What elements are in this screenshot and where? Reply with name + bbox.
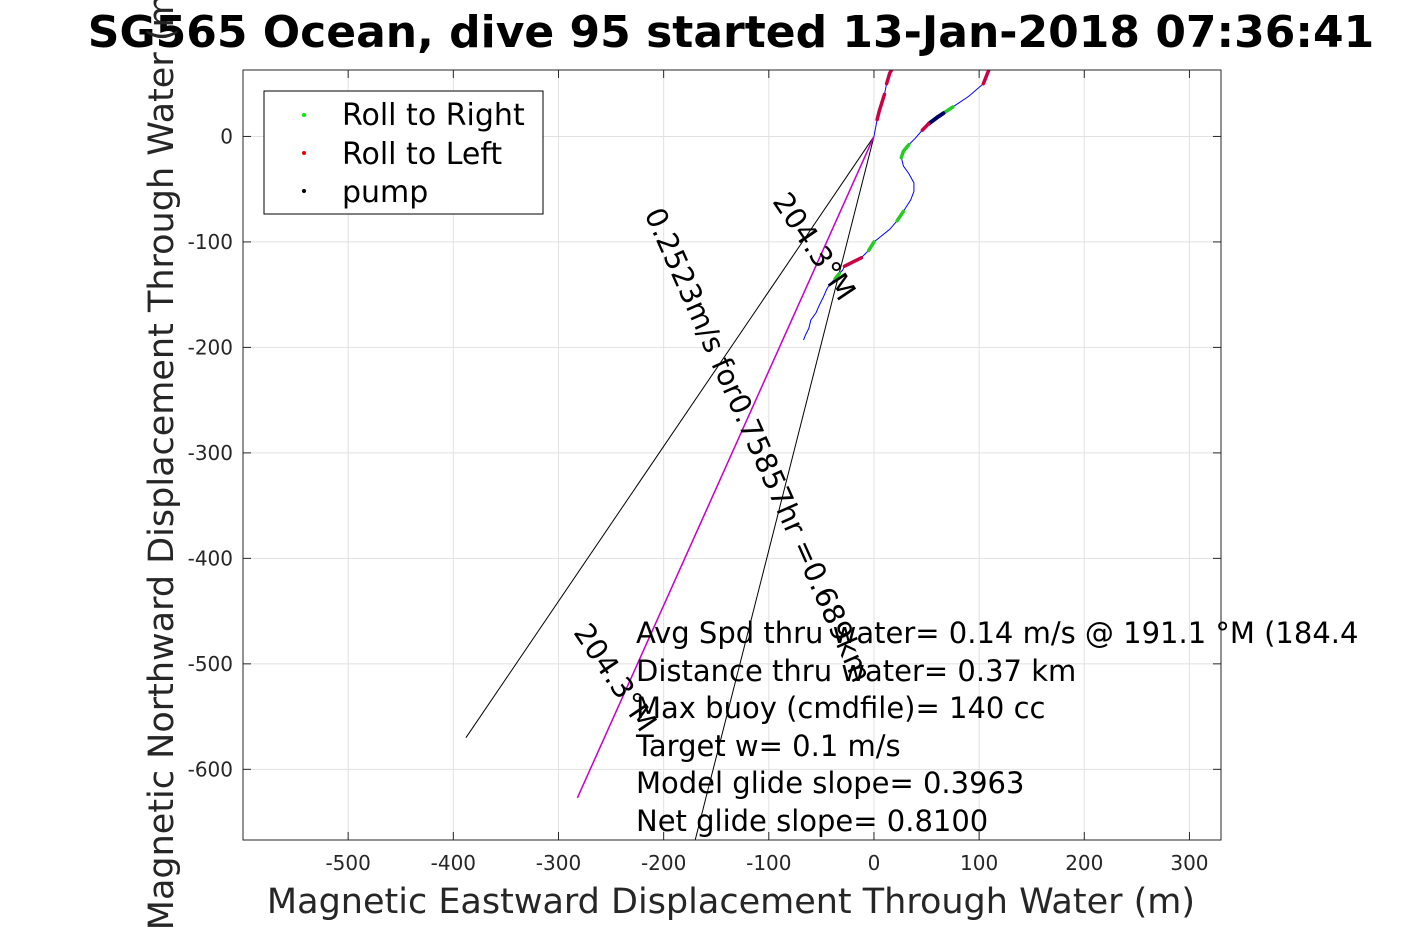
x-tick-label: -300 xyxy=(536,851,581,875)
y-tick-label: -500 xyxy=(188,652,233,676)
legend: Roll to Right Roll to Left pump xyxy=(263,90,544,215)
roll-left-segment xyxy=(875,92,887,122)
pump-segment xyxy=(926,111,946,126)
annotation-max-buoy: Max buoy (cmdfile)= 140 cc xyxy=(636,691,1045,725)
y-axis-label: Magnetic Northward Displacement Through … xyxy=(142,0,182,930)
x-tick-label: 300 xyxy=(1170,851,1208,875)
roll-left-segment xyxy=(920,122,931,132)
x-tick-label: 100 xyxy=(960,851,998,875)
roll-right-segment xyxy=(895,209,906,223)
chart-title: SG565 Ocean, dive 95 started 13-Jan-2018… xyxy=(88,7,1374,58)
roll-right-segment xyxy=(866,240,876,253)
annotation-target-w: Target w= 0.1 m/s xyxy=(635,729,901,763)
legend-marker-roll-left xyxy=(302,151,306,155)
roll-segments xyxy=(833,70,991,281)
y-tick-label: -200 xyxy=(188,335,233,359)
y-tick-label: -100 xyxy=(188,230,233,254)
legend-label-pump: pump xyxy=(342,175,428,210)
roll-left-segment xyxy=(842,256,864,268)
legend-label-roll-right: Roll to Right xyxy=(342,98,525,133)
y-tick-label: -400 xyxy=(188,546,233,570)
legend-label-roll-left: Roll to Left xyxy=(342,137,502,172)
annotation-block: Avg Spd thru water= 0.14 m/s @ 191.1 °M … xyxy=(635,616,1358,838)
annotation-model-glide: Model glide slope= 0.3963 xyxy=(636,766,1024,800)
x-tick-label: -400 xyxy=(431,851,476,875)
y-tick-label: 0 xyxy=(220,124,233,148)
plot-border xyxy=(242,69,1222,841)
annotation-distance: Distance thru water= 0.37 km xyxy=(636,654,1076,688)
legend-box xyxy=(263,90,544,215)
roll-left-segment xyxy=(981,70,991,86)
legend-marker-roll-right xyxy=(302,113,306,117)
current-lines xyxy=(465,136,875,840)
roll-right-segment xyxy=(899,143,911,160)
y-tick-label: -300 xyxy=(188,441,233,465)
drift-line xyxy=(576,136,875,799)
x-tick-label: 0 xyxy=(868,851,881,875)
annotation-avg-speed: Avg Spd thru water= 0.14 m/s @ 191.1 °M … xyxy=(636,616,1358,650)
x-tick-label: -100 xyxy=(746,851,791,875)
grid-lines xyxy=(243,70,1221,840)
x-axis-label: Magnetic Eastward Displacement Through W… xyxy=(267,882,1195,922)
y-tick-label: -600 xyxy=(188,757,233,781)
axis-ticks: -500 -400 -300 -200 -100 0 100 200 300 0 -100 -200 -… xyxy=(188,70,1221,875)
legend-marker-pump xyxy=(302,189,306,193)
current-line-right xyxy=(694,136,875,840)
x-tick-label: 200 xyxy=(1065,851,1103,875)
x-tick-label: -200 xyxy=(641,851,686,875)
roll-right-segment xyxy=(833,271,842,281)
annotation-net-glide: Net glide slope= 0.8100 xyxy=(636,804,988,838)
x-tick-label: -500 xyxy=(325,851,370,875)
current-line-left xyxy=(465,136,875,738)
